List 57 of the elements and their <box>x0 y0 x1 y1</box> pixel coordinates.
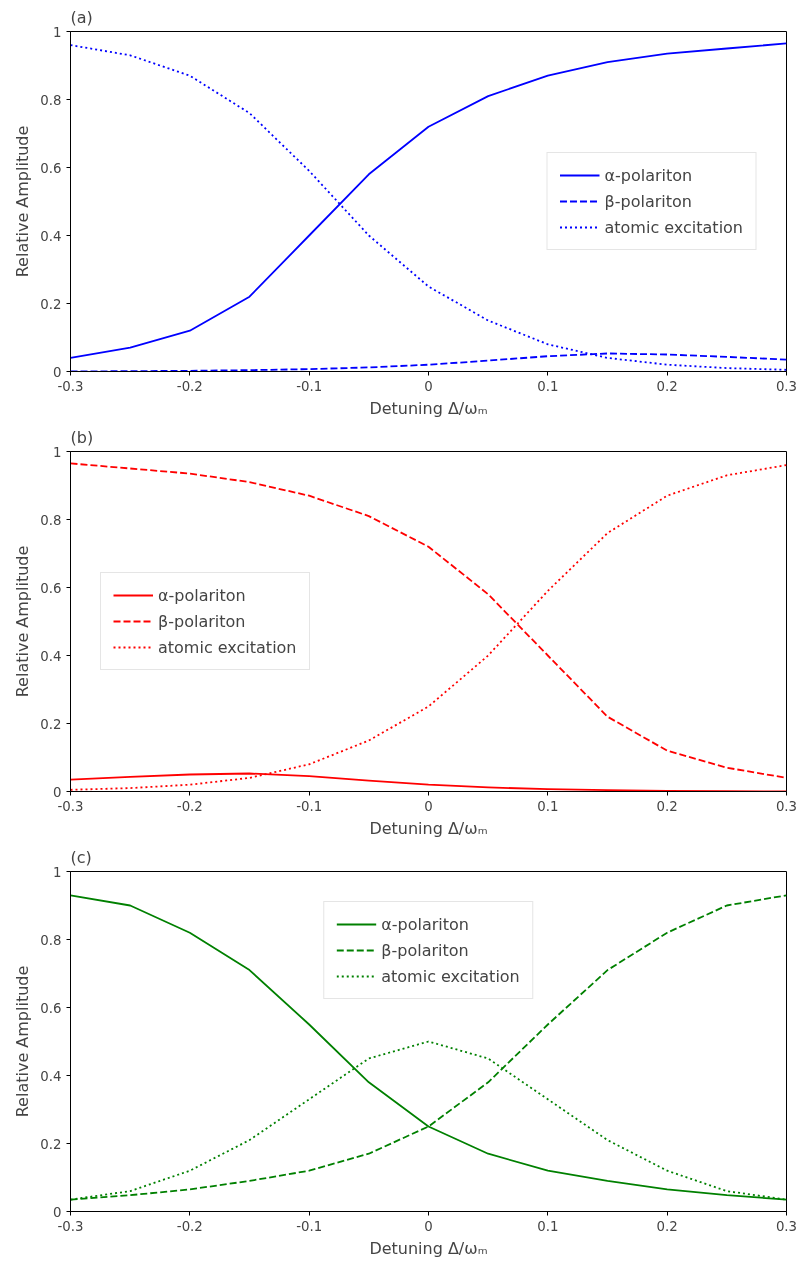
x-tick-label: 0.3 <box>775 1218 798 1234</box>
y-tick-label: 1 <box>53 444 62 460</box>
y-tick-label: 0 <box>53 364 62 380</box>
x-tick-label: -0.2 <box>176 798 203 814</box>
x-tick-label: 0.2 <box>656 798 678 814</box>
y-axis-title: Relative Amplitude <box>13 965 33 1118</box>
x-tick-label: 0.3 <box>775 378 798 394</box>
y-tick-label: 0 <box>53 784 62 800</box>
x-tick-label: 0 <box>424 798 433 814</box>
chart-title: (a) <box>70 7 93 27</box>
x-tick-label: 0.1 <box>537 1218 559 1234</box>
y-tick-label: 0.8 <box>40 932 62 948</box>
y-tick-label: 0 <box>53 1204 62 1220</box>
legend-label: α-polariton <box>604 165 693 185</box>
x-tick-label: -0.3 <box>57 1218 84 1234</box>
x-axis-title: Detuning Δ/ωₘ <box>369 818 488 838</box>
y-tick-label: 0.2 <box>40 716 62 732</box>
x-tick-label: -0.1 <box>296 378 323 394</box>
x-tick-label: 0.3 <box>775 798 798 814</box>
legend-label: β-polariton <box>158 611 246 631</box>
x-tick-label: 0.1 <box>537 378 559 394</box>
legend-label: atomic excitation <box>604 217 743 237</box>
y-tick-label: 1 <box>53 864 62 880</box>
y-axis-title: Relative Amplitude <box>13 125 33 278</box>
x-axis-title: Detuning Δ/ωₘ <box>369 398 488 418</box>
legend-label: β-polariton <box>381 940 469 960</box>
x-tick-label: -0.3 <box>57 378 84 394</box>
x-tick-label: 0 <box>424 1218 433 1234</box>
y-tick-label: 0.6 <box>40 1000 62 1016</box>
x-tick-label: -0.2 <box>176 378 203 394</box>
x-tick-label: -0.2 <box>176 1218 203 1234</box>
y-axis-title: Relative Amplitude <box>13 545 33 698</box>
y-tick-label: 0.8 <box>40 512 62 528</box>
y-tick-label: 0.4 <box>40 1068 62 1084</box>
x-axis-title: Detuning Δ/ωₘ <box>369 1238 488 1258</box>
x-tick-label: -0.1 <box>296 1218 323 1234</box>
y-tick-label: 0.2 <box>40 296 62 312</box>
y-tick-label: 0.2 <box>40 1136 62 1152</box>
x-tick-label: -0.3 <box>57 798 84 814</box>
y-tick-label: 0.8 <box>40 92 62 108</box>
x-tick-label: 0 <box>424 378 433 394</box>
legend-label: β-polariton <box>604 191 692 211</box>
x-tick-label: 0.2 <box>656 1218 678 1234</box>
chart-title: (b) <box>70 427 94 447</box>
legend-label: α-polariton <box>381 914 469 934</box>
legend-label: α-polariton <box>158 585 246 605</box>
x-tick-label: -0.1 <box>296 798 323 814</box>
y-tick-label: 0.4 <box>40 228 62 244</box>
x-tick-label: 0.1 <box>537 798 559 814</box>
chart-title: (c) <box>70 847 92 867</box>
y-tick-label: 1 <box>53 24 62 40</box>
y-tick-label: 0.4 <box>40 648 62 664</box>
legend-label: atomic excitation <box>158 637 297 657</box>
legend-label: atomic excitation <box>381 966 520 986</box>
y-tick-label: 0.6 <box>40 580 62 596</box>
y-tick-label: 0.6 <box>40 160 62 176</box>
x-tick-label: 0.2 <box>656 378 678 394</box>
